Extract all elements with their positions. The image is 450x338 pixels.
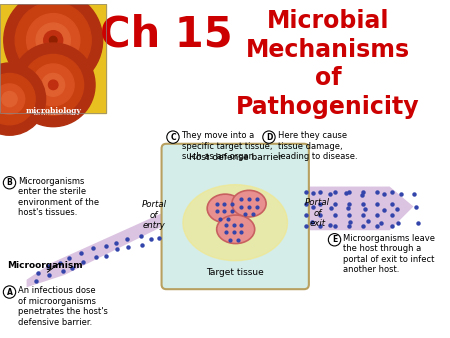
Polygon shape [27, 211, 166, 287]
Circle shape [44, 31, 63, 50]
Circle shape [3, 286, 16, 298]
Text: Ch 15: Ch 15 [100, 14, 233, 55]
Circle shape [0, 63, 45, 135]
Ellipse shape [183, 185, 288, 261]
Ellipse shape [232, 190, 266, 217]
Text: D: D [266, 132, 272, 142]
Circle shape [328, 234, 341, 246]
Bar [0, 4, 107, 113]
Text: Target tissue: Target tissue [207, 268, 264, 277]
Text: They move into a
specific target tissue,
such as an organ.: They move into a specific target tissue,… [181, 131, 272, 161]
Text: C: C [170, 132, 176, 142]
Circle shape [4, 0, 103, 90]
Text: microbiology: microbiology [25, 107, 81, 115]
Circle shape [32, 64, 74, 106]
Text: Microorganisms
enter the sterile
environment of the
host's tissues.: Microorganisms enter the sterile environ… [18, 177, 99, 217]
Ellipse shape [217, 215, 255, 244]
Circle shape [3, 176, 16, 189]
Text: Portal
of
entry: Portal of entry [141, 200, 166, 230]
Circle shape [50, 37, 57, 44]
Text: Here they cause
tissue damage,
leading to disease.: Here they cause tissue damage, leading t… [278, 131, 357, 161]
Text: An infectious dose
of microorganisms
penetrates the host's
defensive barrier.: An infectious dose of microorganisms pen… [18, 286, 108, 327]
Bar [0, 4, 107, 113]
Text: Microorganism: Microorganism [8, 261, 83, 270]
Text: Portal
of
exit: Portal of exit [305, 198, 330, 228]
Text: Microorganisms leave
the host through a
portal of exit to infect
another host.: Microorganisms leave the host through a … [343, 234, 435, 274]
Circle shape [15, 2, 91, 78]
Text: Host defense barrier: Host defense barrier [189, 153, 282, 162]
Circle shape [27, 14, 80, 67]
Text: B: B [7, 178, 13, 187]
Circle shape [36, 23, 70, 57]
Circle shape [11, 43, 95, 127]
Circle shape [23, 54, 84, 115]
Circle shape [49, 80, 58, 90]
Text: E: E [332, 235, 337, 244]
Text: Microbial
Mechanisms
of
Pathogenicity: Microbial Mechanisms of Pathogenicity [236, 9, 420, 119]
Circle shape [42, 73, 65, 96]
FancyBboxPatch shape [162, 144, 309, 289]
Circle shape [2, 92, 17, 107]
Polygon shape [302, 187, 414, 230]
Circle shape [0, 73, 35, 125]
Text: AN INTRODUCTION: AN INTRODUCTION [34, 113, 72, 116]
Circle shape [167, 131, 179, 143]
Ellipse shape [207, 194, 243, 223]
Circle shape [263, 131, 275, 143]
Text: A: A [7, 288, 13, 296]
Circle shape [0, 84, 25, 114]
